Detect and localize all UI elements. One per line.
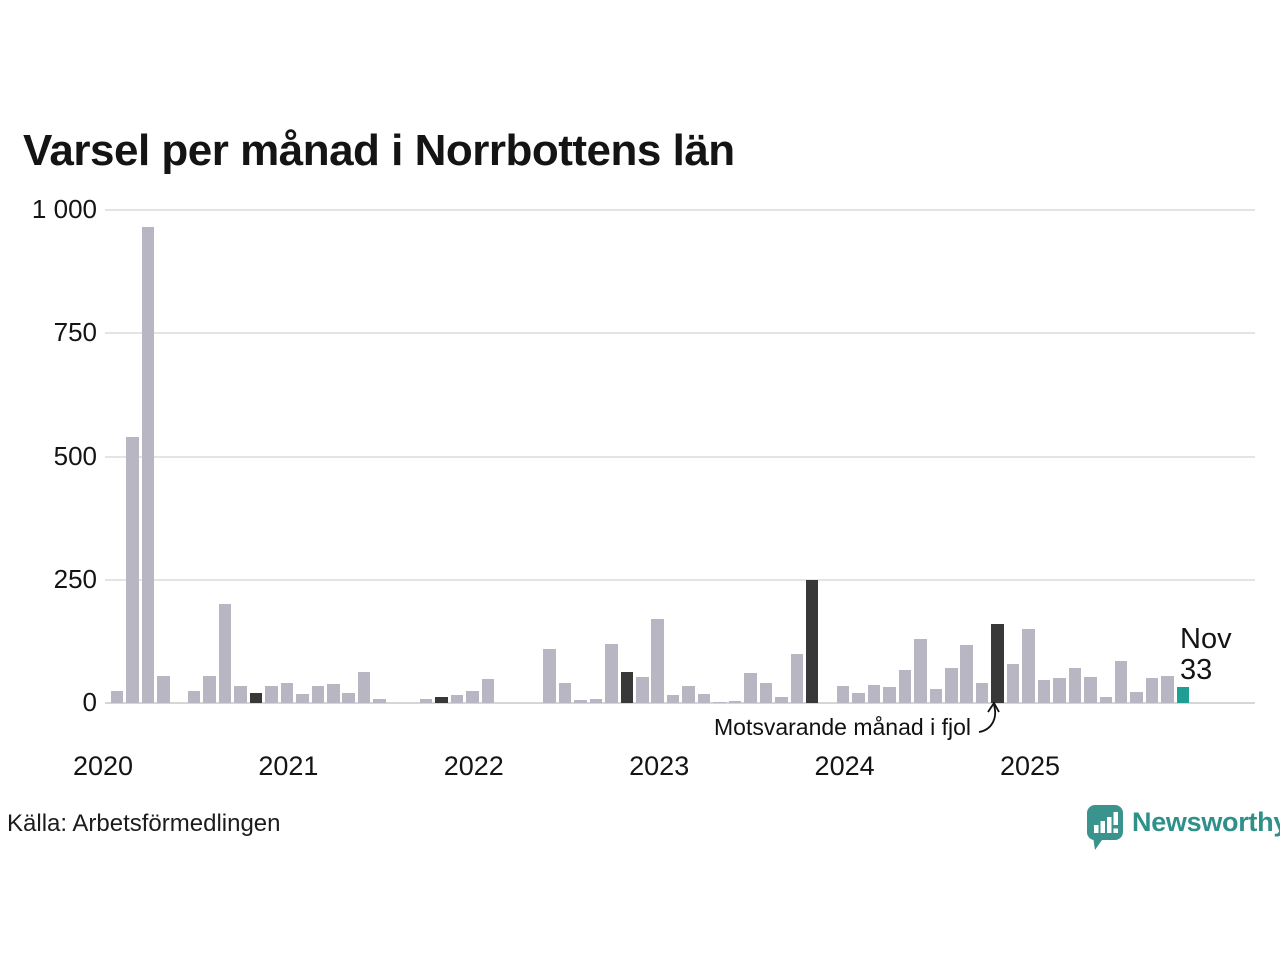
gridline-250 bbox=[105, 578, 1255, 581]
x-axis-label-2021: 2021 bbox=[258, 751, 319, 781]
chart-title: Varsel per månad i Norrbottens län bbox=[23, 126, 735, 175]
bar-2021-Jul bbox=[373, 698, 386, 703]
bar-2024-Jun bbox=[914, 638, 927, 703]
bar-2021-Apr bbox=[327, 684, 340, 703]
x-axis-label-2020: 2020 bbox=[72, 751, 134, 781]
newsworthy-logo-icon bbox=[1087, 805, 1123, 850]
bar-2024-Okt bbox=[975, 682, 989, 703]
bar-2024-Sep bbox=[960, 645, 973, 703]
bar-2021-Feb bbox=[296, 694, 309, 703]
bar-2020-Dec bbox=[265, 685, 278, 703]
bar-2023-Aug bbox=[759, 683, 773, 703]
x-axis-label-2024: 2024 bbox=[814, 751, 875, 781]
x-axis-label-2025: 2025 bbox=[999, 751, 1061, 781]
bar-2021-Jan bbox=[280, 683, 294, 703]
bar-2023-Jul bbox=[744, 672, 757, 703]
x-axis-label-2022: 2022 bbox=[443, 751, 504, 781]
bar-2023-Jun bbox=[728, 700, 742, 703]
gridline-1000 bbox=[105, 209, 1255, 211]
bar-2020-Maj bbox=[157, 675, 170, 703]
bar-2021-Maj bbox=[342, 693, 355, 703]
bar-2025-Nov bbox=[1176, 686, 1190, 703]
bar-2021-Okt bbox=[419, 699, 433, 703]
current-point-month: Nov bbox=[1180, 623, 1232, 655]
y-axis-label-500: 500 bbox=[53, 440, 97, 471]
y-axis-label-0: 0 bbox=[82, 686, 97, 717]
bar-2025-Mar bbox=[1053, 678, 1066, 703]
annotation-label: Motsvarande månad i fjol bbox=[714, 714, 971, 740]
bar-2021-Jun bbox=[357, 672, 371, 703]
bar-2020-Aug bbox=[203, 675, 216, 703]
bar-2022-Sep bbox=[589, 699, 603, 703]
bar-2023-Apr bbox=[697, 694, 711, 703]
y-axis-label-1000: 1 000 bbox=[31, 193, 97, 224]
bar-2024-Aug bbox=[945, 668, 958, 703]
bar-2023-Mar bbox=[682, 686, 695, 703]
bar-2020-Sep bbox=[218, 604, 232, 703]
gridline-500 bbox=[105, 455, 1255, 458]
bar-2023-Jan bbox=[651, 619, 664, 703]
bar-2022-Jun bbox=[543, 648, 556, 703]
bar-2024-Feb bbox=[852, 692, 865, 703]
bar-2022-Feb bbox=[481, 678, 494, 703]
bar-2021-Nov bbox=[435, 697, 448, 703]
bar-2023-Feb bbox=[666, 695, 680, 703]
bar-2025-Jan bbox=[1022, 629, 1035, 703]
bar-2024-Dec bbox=[1006, 663, 1020, 703]
bar-2023-Nov bbox=[805, 579, 819, 703]
bar-2024-Maj bbox=[898, 670, 912, 703]
bar-2024-Jul bbox=[929, 688, 943, 703]
brand-footer: Newsworthy bbox=[1087, 805, 1280, 851]
current-point-value: 33 bbox=[1180, 654, 1213, 686]
bar-2023-Sep bbox=[775, 697, 788, 703]
bar-2022-Jul bbox=[558, 682, 572, 703]
bar-2025-Okt bbox=[1161, 675, 1174, 703]
bar-2024-Nov bbox=[991, 624, 1004, 703]
bar-2024-Apr bbox=[883, 686, 896, 703]
bar-2021-Mar bbox=[311, 685, 325, 703]
annotation-arrow-icon bbox=[978, 701, 1000, 733]
x-axis-label-2023: 2023 bbox=[629, 751, 690, 781]
bar-2025-Aug bbox=[1130, 692, 1143, 703]
gridline-750 bbox=[105, 332, 1255, 335]
bar-2022-Nov bbox=[620, 672, 634, 703]
bar-2020-Okt bbox=[234, 686, 247, 703]
bar-2024-Jan bbox=[836, 686, 850, 703]
source-note: Källa: Arbetsförmedlingen bbox=[7, 810, 281, 837]
bar-2022-Jan bbox=[466, 691, 479, 703]
bar-2022-Okt bbox=[605, 643, 618, 703]
bar-2024-Mar bbox=[867, 684, 881, 703]
bar-2020-Jul bbox=[187, 690, 201, 703]
y-axis-label-250: 250 bbox=[53, 563, 97, 594]
bar-2025-Jun bbox=[1099, 696, 1112, 703]
current-point-label: Nov 33 bbox=[1180, 624, 1232, 686]
gridline-0 bbox=[105, 702, 1255, 704]
bar-2023-Okt bbox=[790, 653, 803, 703]
bar-2025-Feb bbox=[1037, 679, 1051, 703]
bar-2021-Dec bbox=[450, 694, 464, 703]
bar-2020-Nov bbox=[249, 693, 263, 703]
bar-2025-Sep bbox=[1145, 678, 1159, 703]
bar-2022-Dec bbox=[636, 677, 649, 703]
bar-2022-Aug bbox=[574, 700, 587, 703]
bar-2025-Maj bbox=[1084, 676, 1097, 703]
bar-2020-Feb bbox=[110, 690, 124, 703]
bar-2020-Mar bbox=[126, 436, 139, 703]
bar-2023-Maj bbox=[713, 701, 726, 703]
bar-2025-Jul bbox=[1114, 660, 1128, 703]
bar-2025-Apr bbox=[1068, 668, 1082, 703]
bar-2020-Apr bbox=[141, 227, 155, 703]
newsworthy-logo-text: Newsworthy bbox=[1132, 807, 1280, 837]
y-axis-label-750: 750 bbox=[53, 317, 97, 348]
